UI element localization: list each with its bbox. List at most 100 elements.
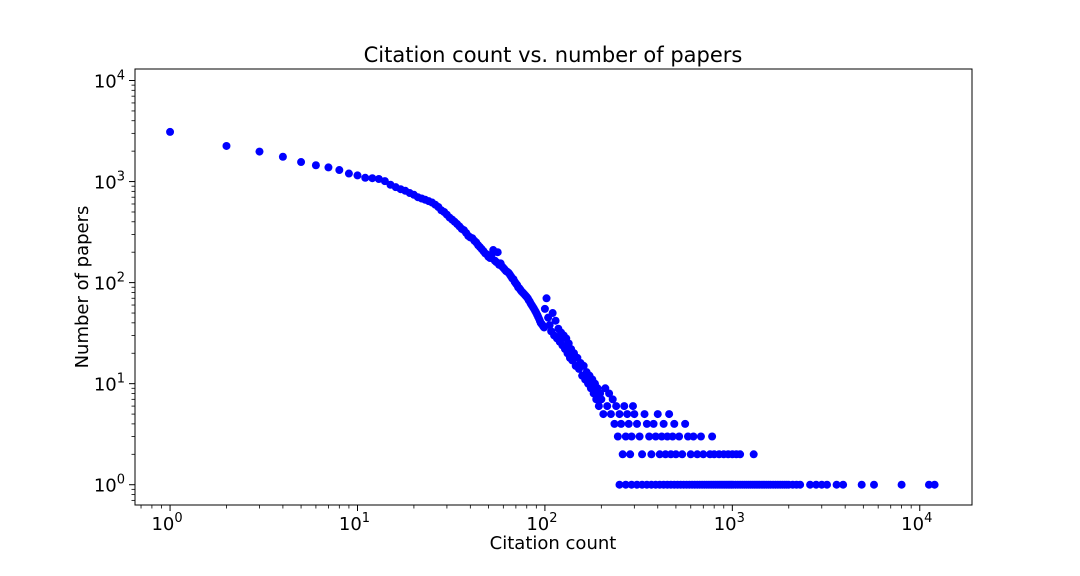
data-point — [659, 419, 668, 428]
data-point — [540, 304, 549, 313]
data-point — [551, 316, 560, 325]
data-point — [166, 127, 175, 136]
data-point — [657, 432, 666, 441]
data-point — [579, 361, 588, 370]
data-point — [621, 480, 630, 489]
data-point — [603, 402, 612, 411]
x-axis-label: Citation count — [490, 533, 617, 554]
data-point — [651, 432, 660, 441]
data-point — [361, 173, 370, 182]
data-point — [832, 480, 841, 489]
data-point — [655, 450, 664, 459]
data-point — [924, 480, 933, 489]
data-point — [610, 419, 619, 428]
data-point — [618, 450, 627, 459]
data-point — [624, 419, 633, 428]
data-point — [930, 480, 939, 489]
data-point — [812, 480, 821, 489]
data-point — [675, 432, 684, 441]
data-point — [620, 402, 629, 411]
data-point — [627, 432, 636, 441]
data-point — [344, 169, 353, 178]
data-point — [736, 450, 745, 459]
data-point — [633, 419, 641, 428]
data-point — [374, 175, 383, 184]
data-point — [796, 480, 805, 489]
data-point — [870, 480, 878, 489]
data-point — [606, 410, 615, 419]
y-axis-label: Number of papers — [72, 206, 93, 369]
data-point — [605, 389, 614, 398]
x-tick-label: 103 — [714, 511, 745, 535]
data-point — [615, 480, 624, 489]
data-point — [626, 450, 635, 459]
x-axis-ticks: 100 101 102 103 104 — [140, 505, 932, 535]
data-point — [615, 410, 624, 419]
data-point — [670, 419, 679, 428]
data-point — [311, 161, 320, 170]
data-point — [613, 432, 622, 441]
data-point — [640, 410, 649, 419]
data-point — [649, 419, 658, 428]
data-point — [689, 432, 698, 441]
y-tick-label: 100 — [94, 473, 125, 497]
data-point — [297, 158, 306, 167]
data-point — [617, 419, 626, 428]
data-point — [686, 450, 695, 459]
data-point — [678, 450, 687, 459]
data-point — [642, 419, 651, 428]
x-tick-label: 102 — [526, 511, 557, 535]
data-point — [599, 410, 608, 419]
data-point — [548, 309, 557, 318]
data-point — [857, 480, 866, 489]
data-point — [278, 152, 287, 161]
x-tick-label: 104 — [901, 511, 932, 535]
data-point — [839, 480, 848, 489]
data-point — [222, 141, 231, 150]
chart-title: Citation count vs. number of papers — [364, 43, 743, 67]
data-point — [653, 410, 662, 419]
data-point — [608, 395, 617, 404]
data-point — [693, 450, 702, 459]
data-point — [630, 410, 639, 419]
data-point — [671, 450, 680, 459]
y-axis-ticks: 100 101 102 103 104 — [94, 69, 135, 501]
data-point — [621, 432, 630, 441]
data-point — [645, 432, 654, 441]
x-tick-label: 100 — [151, 511, 182, 535]
y-tick-label: 101 — [94, 372, 125, 396]
data-point — [635, 432, 644, 441]
x-tick-label: 101 — [339, 511, 370, 535]
data-point — [255, 147, 264, 156]
data-point — [612, 402, 621, 411]
y-tick-label: 104 — [94, 69, 125, 93]
data-point — [542, 294, 551, 303]
data-point — [368, 174, 377, 183]
data-point — [668, 432, 677, 441]
data-point — [647, 450, 656, 459]
data-point — [749, 450, 758, 459]
data-point — [545, 321, 554, 330]
data-point — [353, 171, 362, 180]
data-point — [806, 480, 815, 489]
data-point — [699, 450, 708, 459]
data-point — [681, 419, 690, 428]
data-point — [638, 450, 647, 459]
plot-frame — [134, 68, 973, 506]
data-point — [823, 480, 832, 489]
y-tick-label: 102 — [94, 271, 125, 295]
data-point — [623, 410, 632, 419]
data-point — [696, 432, 705, 441]
data-point — [324, 163, 333, 172]
data-point — [597, 395, 606, 404]
data-points — [166, 127, 939, 489]
data-point — [594, 402, 603, 411]
data-point — [705, 450, 714, 459]
data-point — [335, 166, 344, 175]
data-point — [628, 402, 637, 411]
data-point — [493, 248, 502, 257]
y-tick-label: 103 — [94, 170, 125, 194]
data-point — [665, 410, 674, 419]
data-point — [897, 480, 906, 489]
